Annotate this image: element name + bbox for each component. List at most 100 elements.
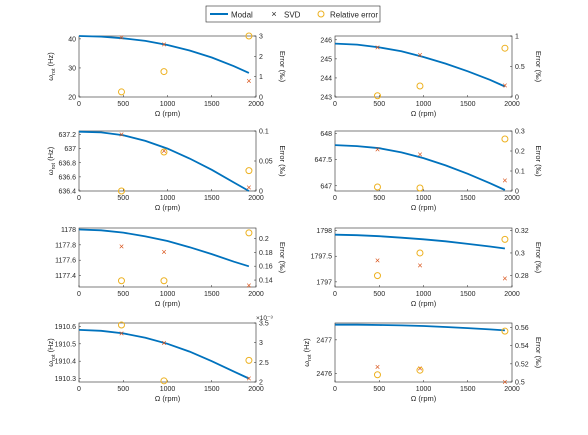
y2-tick-label: 0.2 [259,236,269,243]
y2-tick-label: 0.54 [515,343,529,350]
y2-tick-label: 0 [259,189,263,196]
x-tick-label: 500 [117,291,129,298]
y-tick-label: 1910.6 [55,324,77,331]
plot-frame [78,322,257,383]
x-tick-label: 500 [373,101,385,108]
error-point [416,184,424,192]
x-tick-label: 1500 [460,195,476,202]
svd-point: × [161,247,166,257]
modal-line [79,329,250,380]
svd-point: × [246,374,251,384]
svd-point: × [375,255,380,265]
svd-point: × [375,144,380,154]
svd-point: × [502,81,507,91]
y2-tick-label: 0.05 [259,159,273,166]
x-tick-label: 2000 [248,101,264,108]
y2-tick-label: 0.1 [259,129,269,136]
error-point [160,148,168,156]
error-point [117,321,125,329]
y-axis-label: ωrot (Hz) [302,338,313,367]
y2-tick-label: 0.5 [515,380,525,387]
y2-tick-label: 0.5 [515,64,525,71]
y-tick-label: 636.4 [58,189,76,196]
x-tick-label: 1000 [416,291,432,298]
svd-point: × [375,42,380,52]
x-tick-label: 2000 [248,386,264,393]
y-tick-label: 1910.3 [55,376,77,383]
x-tick-label: 1000 [160,386,176,393]
legend-svd-label: SVD [284,11,301,20]
x-tick-label: 500 [373,386,385,393]
modal-line [335,42,506,88]
y-tick-label: 244 [320,75,332,82]
x-axis-label: Ω (rpm) [155,299,181,308]
y-axis-label: ωrot (Hz) [46,52,57,81]
x-tick-label: 1500 [204,195,220,202]
svd-point: × [417,364,422,374]
legend: Modal × SVD Relative error [205,5,381,23]
x-tick-label: 500 [373,195,385,202]
x-tick-label: 2000 [248,291,264,298]
y-tick-label: 1178 [61,227,76,234]
y2-tick-label: 3.5 [259,321,269,328]
x-tick-label: 1500 [460,101,476,108]
x-tick-label: 0 [333,195,337,202]
svd-point: × [502,176,507,186]
x-tick-label: 1500 [204,291,220,298]
y2-tick-label: 0.3 [515,129,525,136]
y-tick-label: 636.6 [58,174,76,181]
error-point [416,82,424,90]
x-tick-label: 2000 [504,101,520,108]
y-tick-label: 2476 [316,371,332,378]
legend-modal-label: Modal [231,11,253,20]
x-axis-label: Ω (rpm) [411,299,437,308]
error-point [373,92,381,100]
error-point [373,371,381,379]
y-tick-label: 1797 [316,279,332,286]
y2-axis-label: Error (‰) [534,242,543,274]
x-tick-label: 1000 [160,195,176,202]
error-point [416,366,424,374]
svd-point: × [161,39,166,49]
x-tick-label: 500 [373,291,385,298]
error-point [245,356,253,364]
y-tick-label: 647 [320,183,332,190]
plot-frame [78,35,257,98]
plot-frame [334,322,513,383]
y-tick-label: 1910.4 [55,359,77,366]
x-axis-label: Ω (rpm) [155,203,181,212]
y-tick-label: 1177.6 [55,258,76,265]
error-point [501,135,509,143]
modal-line [79,130,250,192]
y-tick-label: 637 [64,146,76,153]
subplot-4: 0 500 1000 1500 2000 647 647.5 648 0 0.1 0.2 0.3 Ω (… [314,129,543,213]
x-tick-label: 0 [77,291,81,298]
y2-tick-label: 0.56 [515,325,529,332]
plot-frame [78,130,257,192]
legend-error-label: Relative error [330,11,378,20]
x-tick-label: 1500 [204,101,220,108]
subplot-2: 0 500 1000 1500 2000 243 244 245 246 0 0.5 1 Ω (rpm)… [320,34,543,119]
y2-tick-label: 2.5 [259,360,269,367]
subplot-6: 0 500 1000 1500 2000 1797 1797.5 1798 0.28 0.3 0.3… [311,227,543,308]
y2-tick-label: 0.52 [515,361,529,368]
modal-line [79,35,250,74]
y-tick-label: 1798 [316,228,332,235]
x-tick-label: 1000 [416,195,432,202]
x-tick-label: 1000 [416,101,432,108]
x-tick-label: 0 [333,101,337,108]
error-point [501,44,509,52]
y2-axis-label: Error (‰) [534,51,543,83]
error-point [245,167,253,175]
legend-error-swatch [317,10,325,18]
error-point [117,187,125,195]
x-tick-label: 2000 [504,291,520,298]
modal-line [79,228,250,268]
y-tick-label: 1910.5 [55,341,77,348]
x-tick-label: 1500 [460,386,476,393]
plot-frame [78,227,257,288]
y2-tick-label: 0.16 [259,264,273,271]
x-tick-label: 2000 [504,386,520,393]
